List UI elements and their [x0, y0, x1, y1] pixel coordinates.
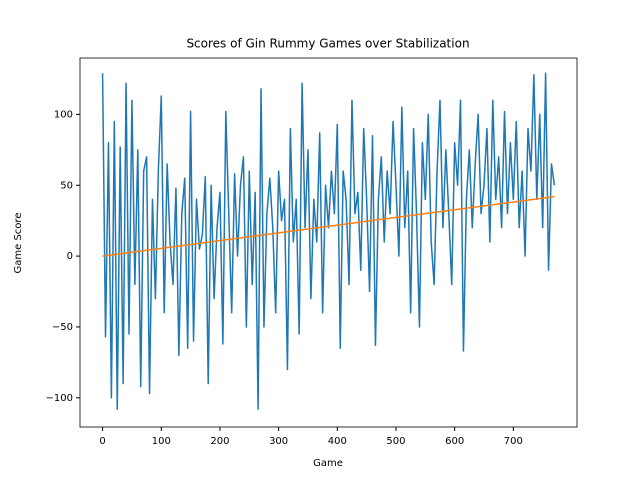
data-line [101, 72, 556, 410]
y-tick-label: −100 [46, 393, 73, 404]
x-tick-label: 100 [152, 436, 171, 447]
y-axis-label: Game Score [13, 213, 24, 274]
x-axis-label: Game [313, 458, 343, 469]
x-tick-label: 500 [386, 436, 405, 447]
x-tick-label: 700 [504, 436, 523, 447]
x-tick-label: 0 [99, 436, 105, 447]
y-tick-label: 0 [67, 251, 73, 262]
chart-title: Scores of Gin Rummy Games over Stabiliza… [186, 37, 469, 51]
data-line [102, 195, 555, 257]
y-tick-label: −50 [52, 322, 73, 333]
y-tick-label: 50 [60, 180, 73, 191]
y-tick-label: 100 [54, 109, 73, 120]
x-tick-label: 600 [445, 436, 464, 447]
x-tick-label: 300 [269, 436, 288, 447]
x-tick-label: 400 [328, 436, 347, 447]
x-tick-label: 200 [210, 436, 229, 447]
plot-frame [79, 57, 578, 428]
